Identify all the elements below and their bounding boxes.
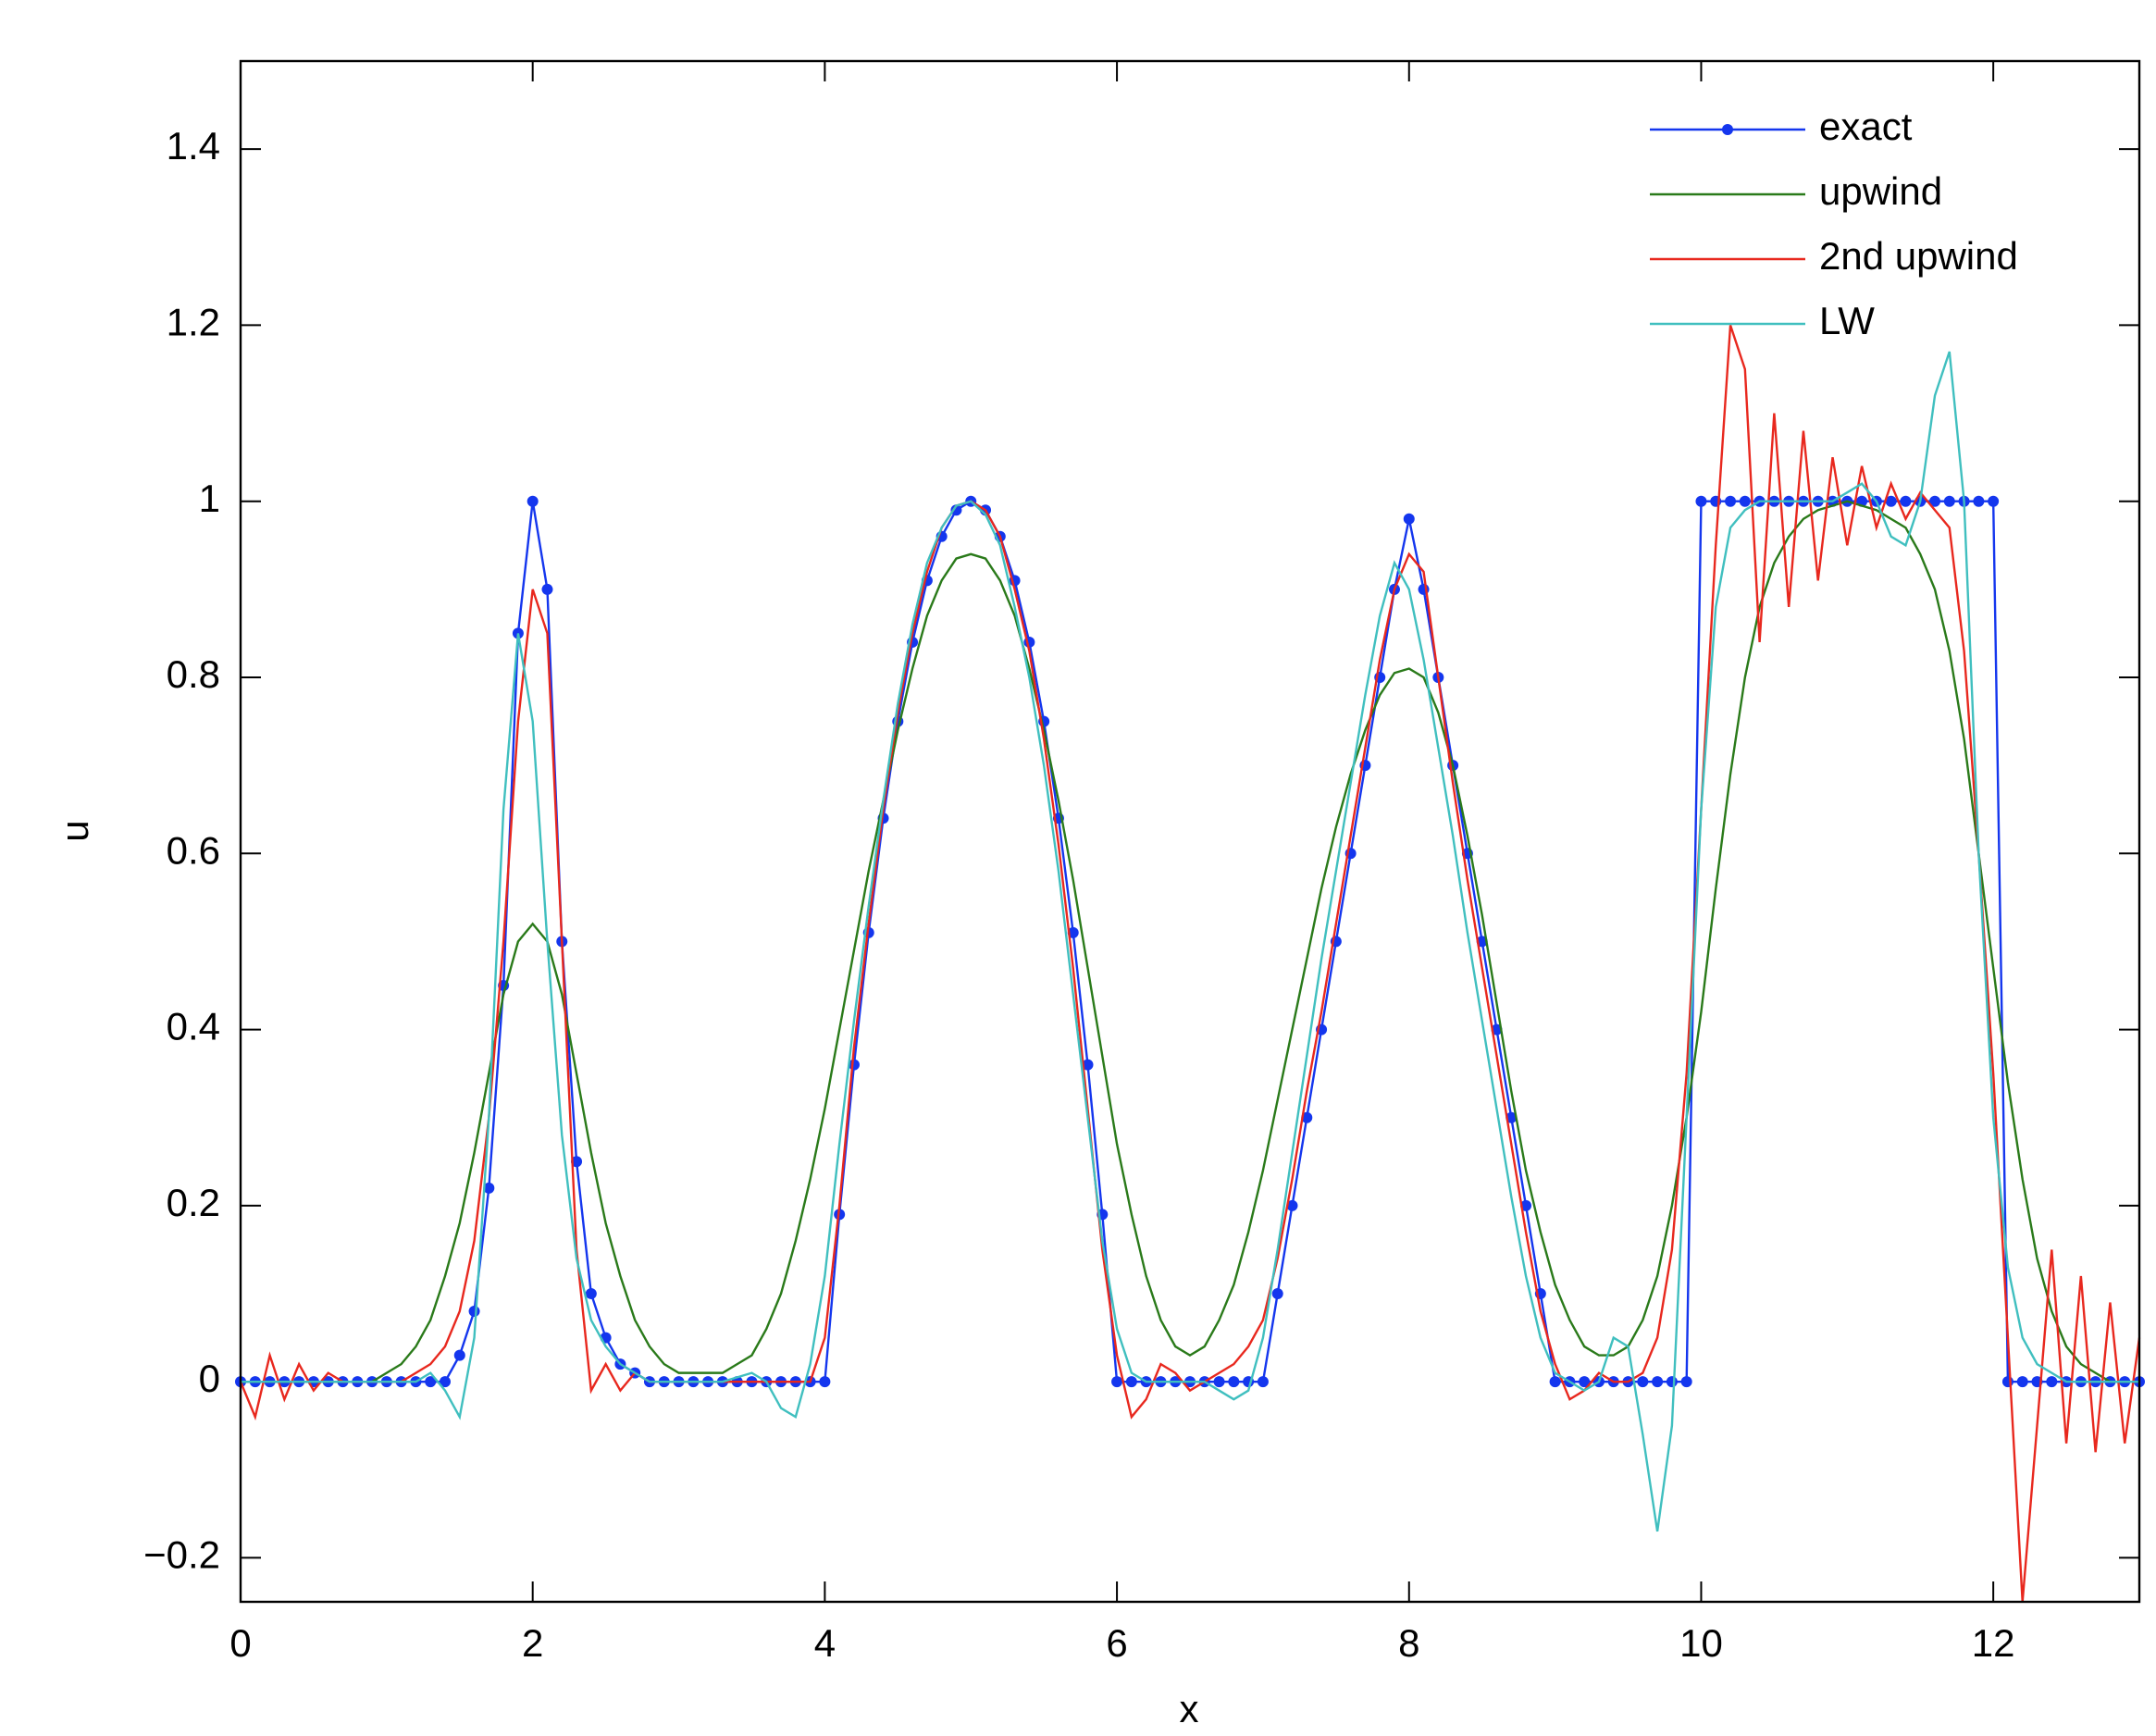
y-tick-label: 1.2 — [167, 301, 220, 344]
series-marker — [1403, 513, 1415, 525]
y-tick-label: −0.2 — [143, 1533, 220, 1577]
series-marker — [1695, 495, 1707, 507]
series-marker — [439, 1376, 451, 1388]
series-line — [239, 325, 2141, 1603]
x-axis-label: x — [1180, 1687, 1199, 1730]
series-marker — [1900, 495, 1912, 507]
series-marker — [819, 1376, 831, 1388]
legend-label: exact — [1819, 105, 1913, 148]
series-line — [241, 500, 2139, 1383]
series-marker — [1929, 495, 1941, 507]
series-marker — [1943, 495, 1955, 507]
y-axis-label: u — [53, 820, 96, 841]
legend-label: upwind — [1819, 169, 1942, 213]
series-marker — [1271, 1288, 1283, 1299]
series-marker — [1973, 495, 1985, 507]
series-marker — [468, 1306, 480, 1318]
y-tick-label: 0.4 — [167, 1005, 220, 1048]
series-marker — [2046, 1376, 2058, 1388]
x-tick-label: 2 — [522, 1621, 543, 1665]
series-marker — [1652, 1376, 1664, 1388]
series-marker — [950, 504, 962, 516]
series-marker — [1988, 495, 2000, 507]
series-marker — [585, 1288, 597, 1299]
series-marker — [425, 1376, 437, 1388]
series-marker — [2016, 1376, 2028, 1388]
x-tick-label: 10 — [1679, 1621, 1723, 1665]
series-marker — [453, 1349, 465, 1361]
x-tick-label: 12 — [1972, 1621, 2015, 1665]
x-tick-label: 0 — [229, 1621, 251, 1665]
series-marker — [1228, 1376, 1240, 1388]
series-marker — [1301, 1111, 1313, 1123]
series-marker — [1579, 1376, 1591, 1388]
series-marker — [483, 1182, 495, 1194]
x-tick-label: 8 — [1398, 1621, 1419, 1665]
series-marker — [1885, 495, 1897, 507]
series-marker — [1257, 1376, 1269, 1388]
y-tick-label: 1 — [199, 477, 220, 520]
series-marker — [1286, 1199, 1298, 1211]
plot-area — [241, 61, 2139, 1602]
series-marker — [1549, 1376, 1561, 1388]
series-marker — [1680, 1376, 1692, 1388]
series-marker — [1476, 936, 1488, 948]
series-marker — [1213, 1376, 1225, 1388]
x-tick-label: 6 — [1106, 1621, 1127, 1665]
legend-label: 2nd upwind — [1819, 234, 2018, 278]
x-tick-label: 4 — [814, 1621, 836, 1665]
y-tick-label: 0.2 — [167, 1181, 220, 1224]
series-line — [241, 351, 2139, 1532]
plot-frame — [239, 59, 2141, 1604]
series-marker — [2001, 1376, 2014, 1388]
series-marker — [1725, 495, 1737, 507]
y-tick-label: 1.4 — [167, 124, 220, 167]
series-marker — [1666, 1376, 1678, 1388]
series-marker — [1082, 1059, 1094, 1071]
series-marker — [1520, 1199, 1532, 1211]
y-tick-label: 0.6 — [167, 828, 220, 872]
series-marker — [1739, 495, 1751, 507]
series-marker — [1125, 1376, 1137, 1388]
series-marker — [1637, 1376, 1649, 1388]
series-marker — [541, 583, 553, 595]
series-marker — [1111, 1376, 1123, 1388]
series-marker — [1491, 1023, 1503, 1035]
legend-label: LW — [1819, 299, 1875, 342]
series-marker — [571, 1156, 583, 1168]
series-marker — [527, 495, 539, 507]
y-tick-label: 0.8 — [167, 652, 220, 696]
legend-marker — [1722, 124, 1733, 135]
y-tick-label: 0 — [199, 1357, 220, 1400]
series-marker — [1505, 1111, 1518, 1123]
